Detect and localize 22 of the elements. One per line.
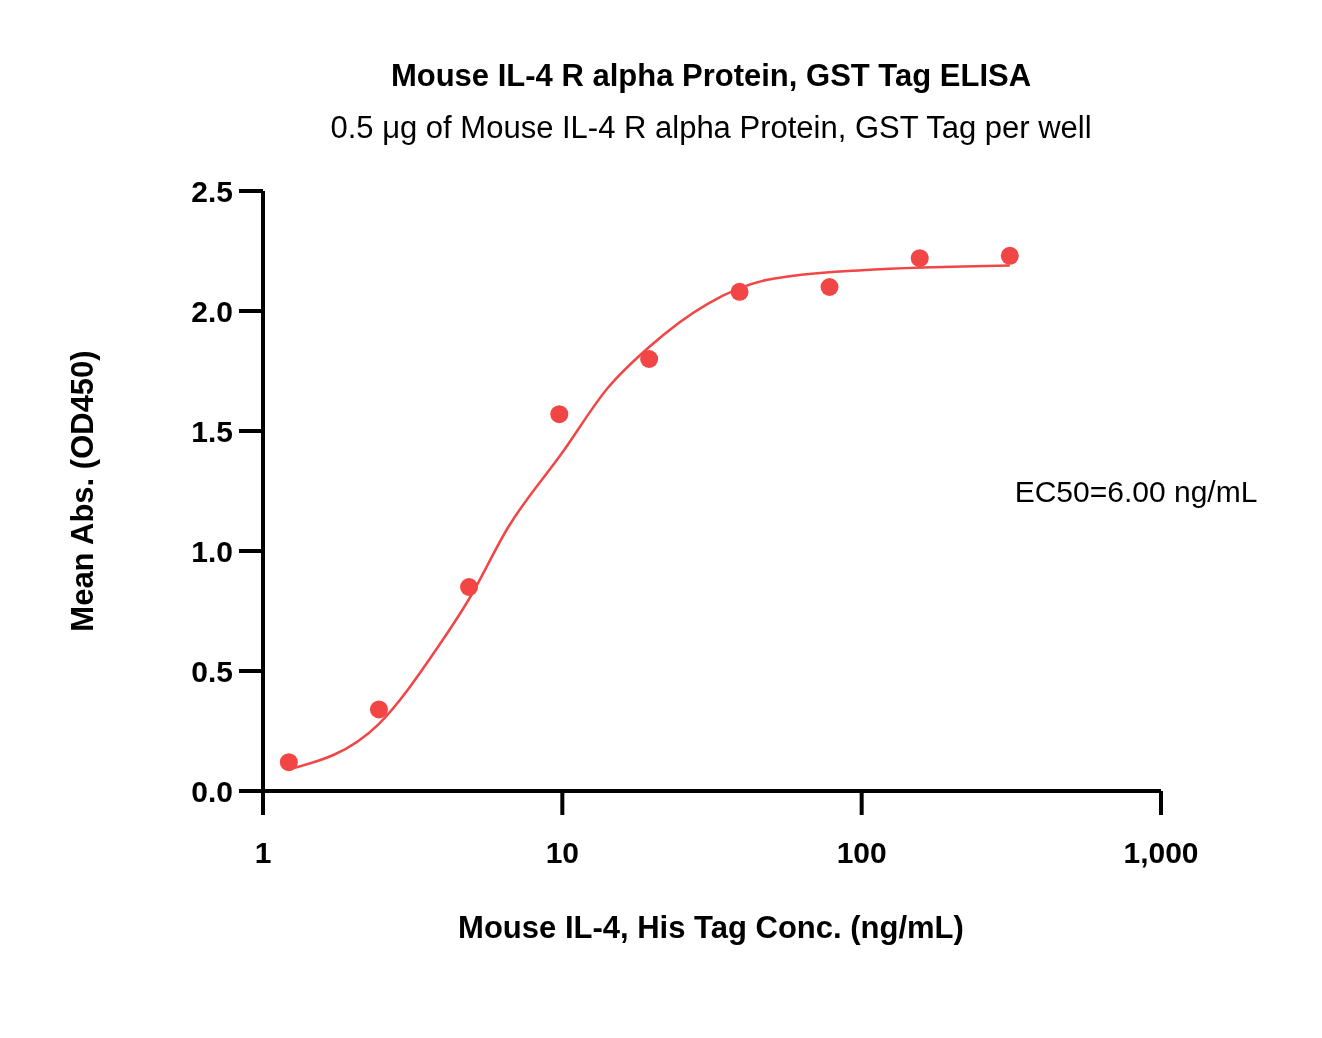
point	[550, 405, 569, 424]
y-axis-title: Mean Abs. (OD450)	[65, 350, 100, 632]
point	[910, 249, 929, 268]
chart-subtitle: 0.5 μg of Mouse IL-4 R alpha Protein, GST Tag per well	[330, 110, 1092, 145]
x-axis-title: Mouse IL-4, His Tag Conc. (ng/mL)	[458, 910, 964, 945]
y-tick-label: 0.5	[191, 654, 233, 688]
x-tick-label: 10	[545, 836, 580, 869]
y-tick-label: 1.0	[191, 534, 233, 568]
point	[279, 753, 298, 772]
annotation: EC50=6.00 ng/mL	[1014, 475, 1258, 508]
x-tick-label: 1,000	[1123, 836, 1199, 869]
chart-title: Mouse IL-4 R alpha Protein, GST Tag ELISA	[390, 58, 1032, 93]
y-tick-label: 2.5	[191, 174, 233, 208]
point	[1000, 246, 1019, 265]
point	[369, 700, 388, 719]
point	[640, 350, 659, 368]
y-tick-label: 0.0	[191, 774, 233, 808]
x-tick-label: 100	[836, 836, 887, 869]
x-tick-label: 1	[254, 836, 272, 869]
point	[820, 278, 839, 296]
y-tick-label: 2.0	[191, 294, 233, 328]
y-tick-label: 1.5	[191, 414, 233, 448]
